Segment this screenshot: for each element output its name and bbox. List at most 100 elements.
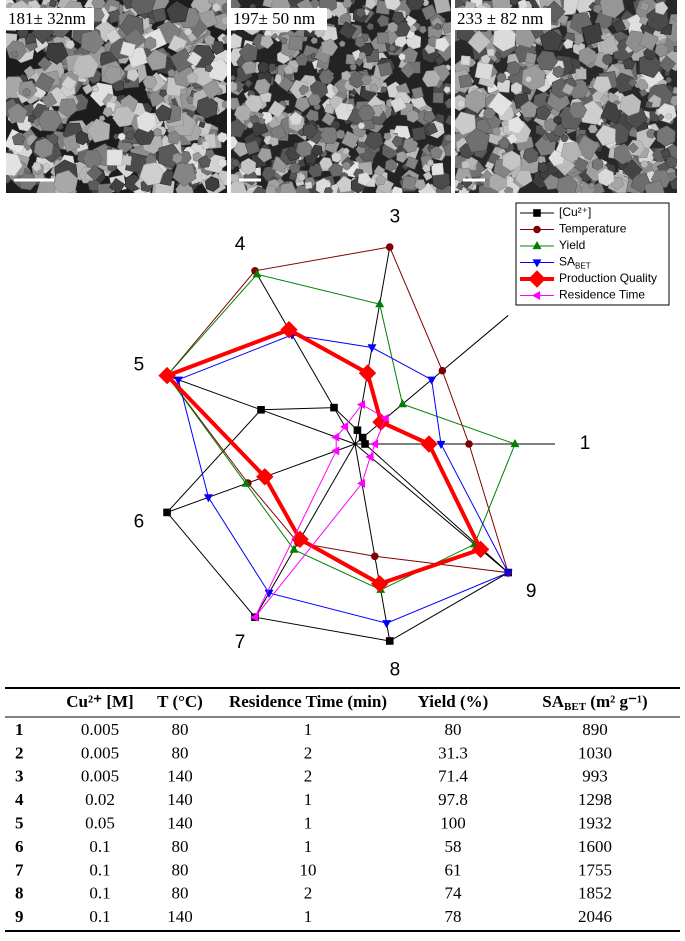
sem-particle <box>562 38 574 49</box>
sem-particle <box>409 25 417 33</box>
table: Cu²⁺ [M] T (°C) Residence Time (min) Yield … <box>5 687 680 932</box>
sem-particle <box>573 156 589 173</box>
sem-particle <box>581 22 605 46</box>
series-line <box>163 327 484 586</box>
sem-particle <box>506 60 522 76</box>
table-cell: 993 <box>582 767 608 786</box>
sem-content <box>231 0 451 193</box>
sem-content <box>6 0 227 193</box>
sem-particle <box>288 35 304 51</box>
sem-particle <box>497 136 511 150</box>
sem-particle <box>221 2 227 12</box>
label-background <box>455 8 551 30</box>
sem-particle <box>283 63 295 75</box>
row-index: 5 <box>15 814 24 833</box>
marker <box>330 403 338 412</box>
sem-particle <box>205 63 214 73</box>
sem-particle <box>444 114 451 126</box>
marker <box>385 637 394 645</box>
sem-particle <box>460 55 471 66</box>
sem-particle <box>521 64 546 92</box>
sem-particle <box>145 49 167 71</box>
sem-particle <box>72 54 99 79</box>
sem-particle <box>560 134 569 142</box>
sem-particle <box>636 78 649 91</box>
sem-particle <box>672 86 677 95</box>
sem-particle <box>373 164 386 177</box>
table-cell: 0.1 <box>89 884 110 903</box>
marker <box>533 209 541 217</box>
sem-particle <box>357 105 376 121</box>
marker <box>438 366 447 375</box>
radar-axis <box>354 443 391 642</box>
axis-label: 9 <box>526 581 537 602</box>
table-cell: 80 <box>172 860 189 879</box>
sem-particle <box>398 52 406 61</box>
sem-particle <box>422 170 433 181</box>
sem-particle <box>48 0 57 8</box>
sem-particle <box>211 2 221 12</box>
sem-particle <box>142 75 158 89</box>
marker <box>380 413 389 423</box>
marker <box>353 426 362 435</box>
sem-particle <box>288 161 301 174</box>
sem-particle <box>476 118 492 134</box>
sem-particle <box>198 121 206 129</box>
sem-particle <box>655 1 669 15</box>
sem-particle <box>414 179 427 191</box>
sem-particle <box>106 149 123 166</box>
sem-particle <box>221 16 227 26</box>
sem-particle <box>86 118 111 143</box>
marker <box>358 364 377 382</box>
sem-particle <box>401 46 419 63</box>
sem-particle <box>444 134 451 142</box>
sem-particle <box>376 14 390 28</box>
marker <box>531 291 541 300</box>
radar-axis <box>254 443 356 618</box>
sem-particle <box>383 132 392 141</box>
marker <box>471 540 490 559</box>
sem-particle <box>404 156 419 170</box>
header-text: T (°C) <box>157 692 203 711</box>
sem-particle <box>318 70 335 85</box>
marker <box>532 240 542 250</box>
sem-particle <box>126 68 140 82</box>
column-header: Residence Time (min) <box>229 692 387 711</box>
marker <box>173 376 183 385</box>
sem-particle <box>303 122 319 139</box>
header-text: SA <box>542 692 564 711</box>
sem-particle <box>297 173 306 182</box>
table-cell: 0.1 <box>89 837 110 856</box>
marker <box>331 446 340 456</box>
sem-particle <box>388 44 397 53</box>
sem-particle <box>280 36 288 44</box>
sem-particle <box>378 61 394 77</box>
series <box>249 400 389 622</box>
sem-particle <box>577 182 596 193</box>
sem-particle <box>396 151 408 163</box>
marker <box>510 438 520 448</box>
sem-particle <box>575 68 587 80</box>
marker <box>427 376 437 385</box>
sem-particle <box>391 11 405 25</box>
legend-name: [Cu²⁺] <box>559 205 591 219</box>
sem-particle <box>429 145 443 159</box>
sem-particle <box>426 159 434 167</box>
sem-particle <box>525 75 532 83</box>
marker <box>339 422 349 432</box>
sem-particle <box>657 113 665 121</box>
sem-particle <box>619 93 642 117</box>
sem-particle <box>654 43 669 58</box>
sem-particle <box>423 110 436 124</box>
sem-particle <box>231 180 247 193</box>
sem-particle <box>536 105 552 121</box>
sem-particle <box>520 100 539 118</box>
sem-particle <box>355 8 366 18</box>
sem-particle <box>198 155 212 168</box>
sem-particle <box>58 98 78 118</box>
sem-particle <box>443 141 451 157</box>
sem-particle <box>257 61 270 74</box>
sem-particle <box>98 115 106 122</box>
table-cell: 1600 <box>578 837 612 856</box>
sem-particle <box>34 72 55 93</box>
